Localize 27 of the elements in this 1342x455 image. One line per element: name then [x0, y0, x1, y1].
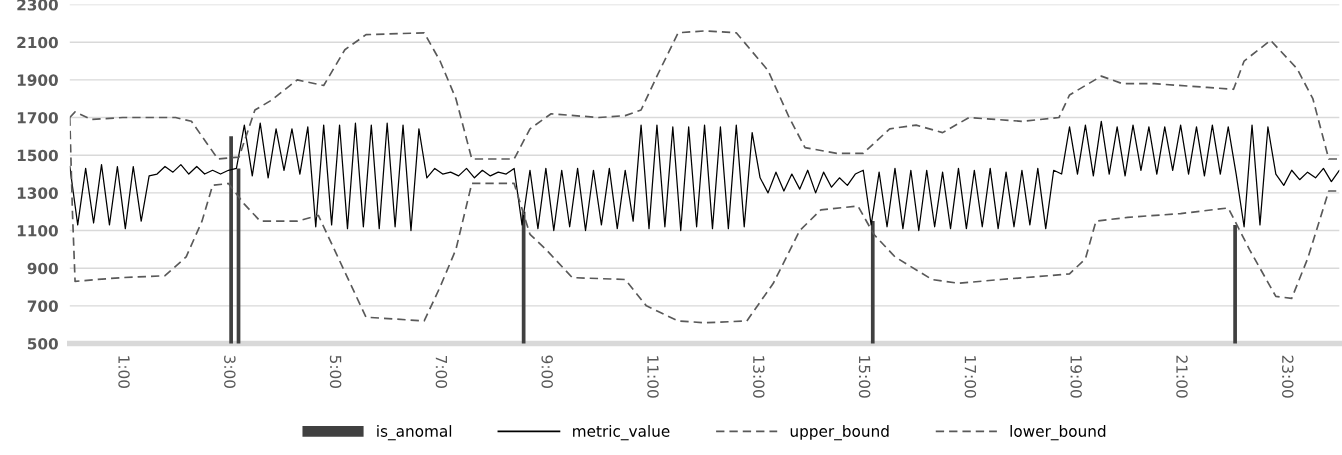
x-tick-label: 5:00: [329, 355, 342, 388]
line-series: [69, 120, 1340, 232]
legend-label: is_anomal: [377, 425, 452, 441]
y-tick-label: 1700: [17, 112, 58, 124]
y-tick-label: 2100: [17, 36, 58, 49]
y-tick-label: 1900: [17, 74, 58, 86]
y-tick-label: 900: [27, 262, 58, 275]
x-tick-label: 21:00: [1176, 355, 1188, 398]
legend-label: lower_bound: [1010, 425, 1106, 441]
x-tick-label: 11:00: [647, 356, 659, 398]
x-tick-label: 23:00: [1281, 355, 1294, 398]
x-tick-label: 15:00: [858, 356, 871, 398]
x-tick-label: 17:00: [964, 356, 977, 398]
y-tick-label: 500: [27, 337, 58, 350]
x-tick-label: 3:00: [224, 355, 236, 388]
y-tick-label: 1300: [17, 187, 58, 199]
x-tick-label: 1:00: [118, 356, 130, 388]
x-tick-label: 7:00: [435, 355, 448, 388]
legend-label: metric_value: [573, 425, 670, 441]
y-tick-label: 700: [27, 300, 58, 312]
x-tick-label: 19:00: [1070, 356, 1082, 398]
y-tick-label: 1500: [17, 149, 58, 162]
x-tick-label: 13:00: [753, 356, 765, 398]
y-tick-label: 2300: [17, 0, 58, 11]
x-tick-label: 9:00: [541, 355, 553, 388]
legend-label: upper_bound: [790, 425, 889, 441]
y-tick-label: 1100: [17, 225, 58, 237]
